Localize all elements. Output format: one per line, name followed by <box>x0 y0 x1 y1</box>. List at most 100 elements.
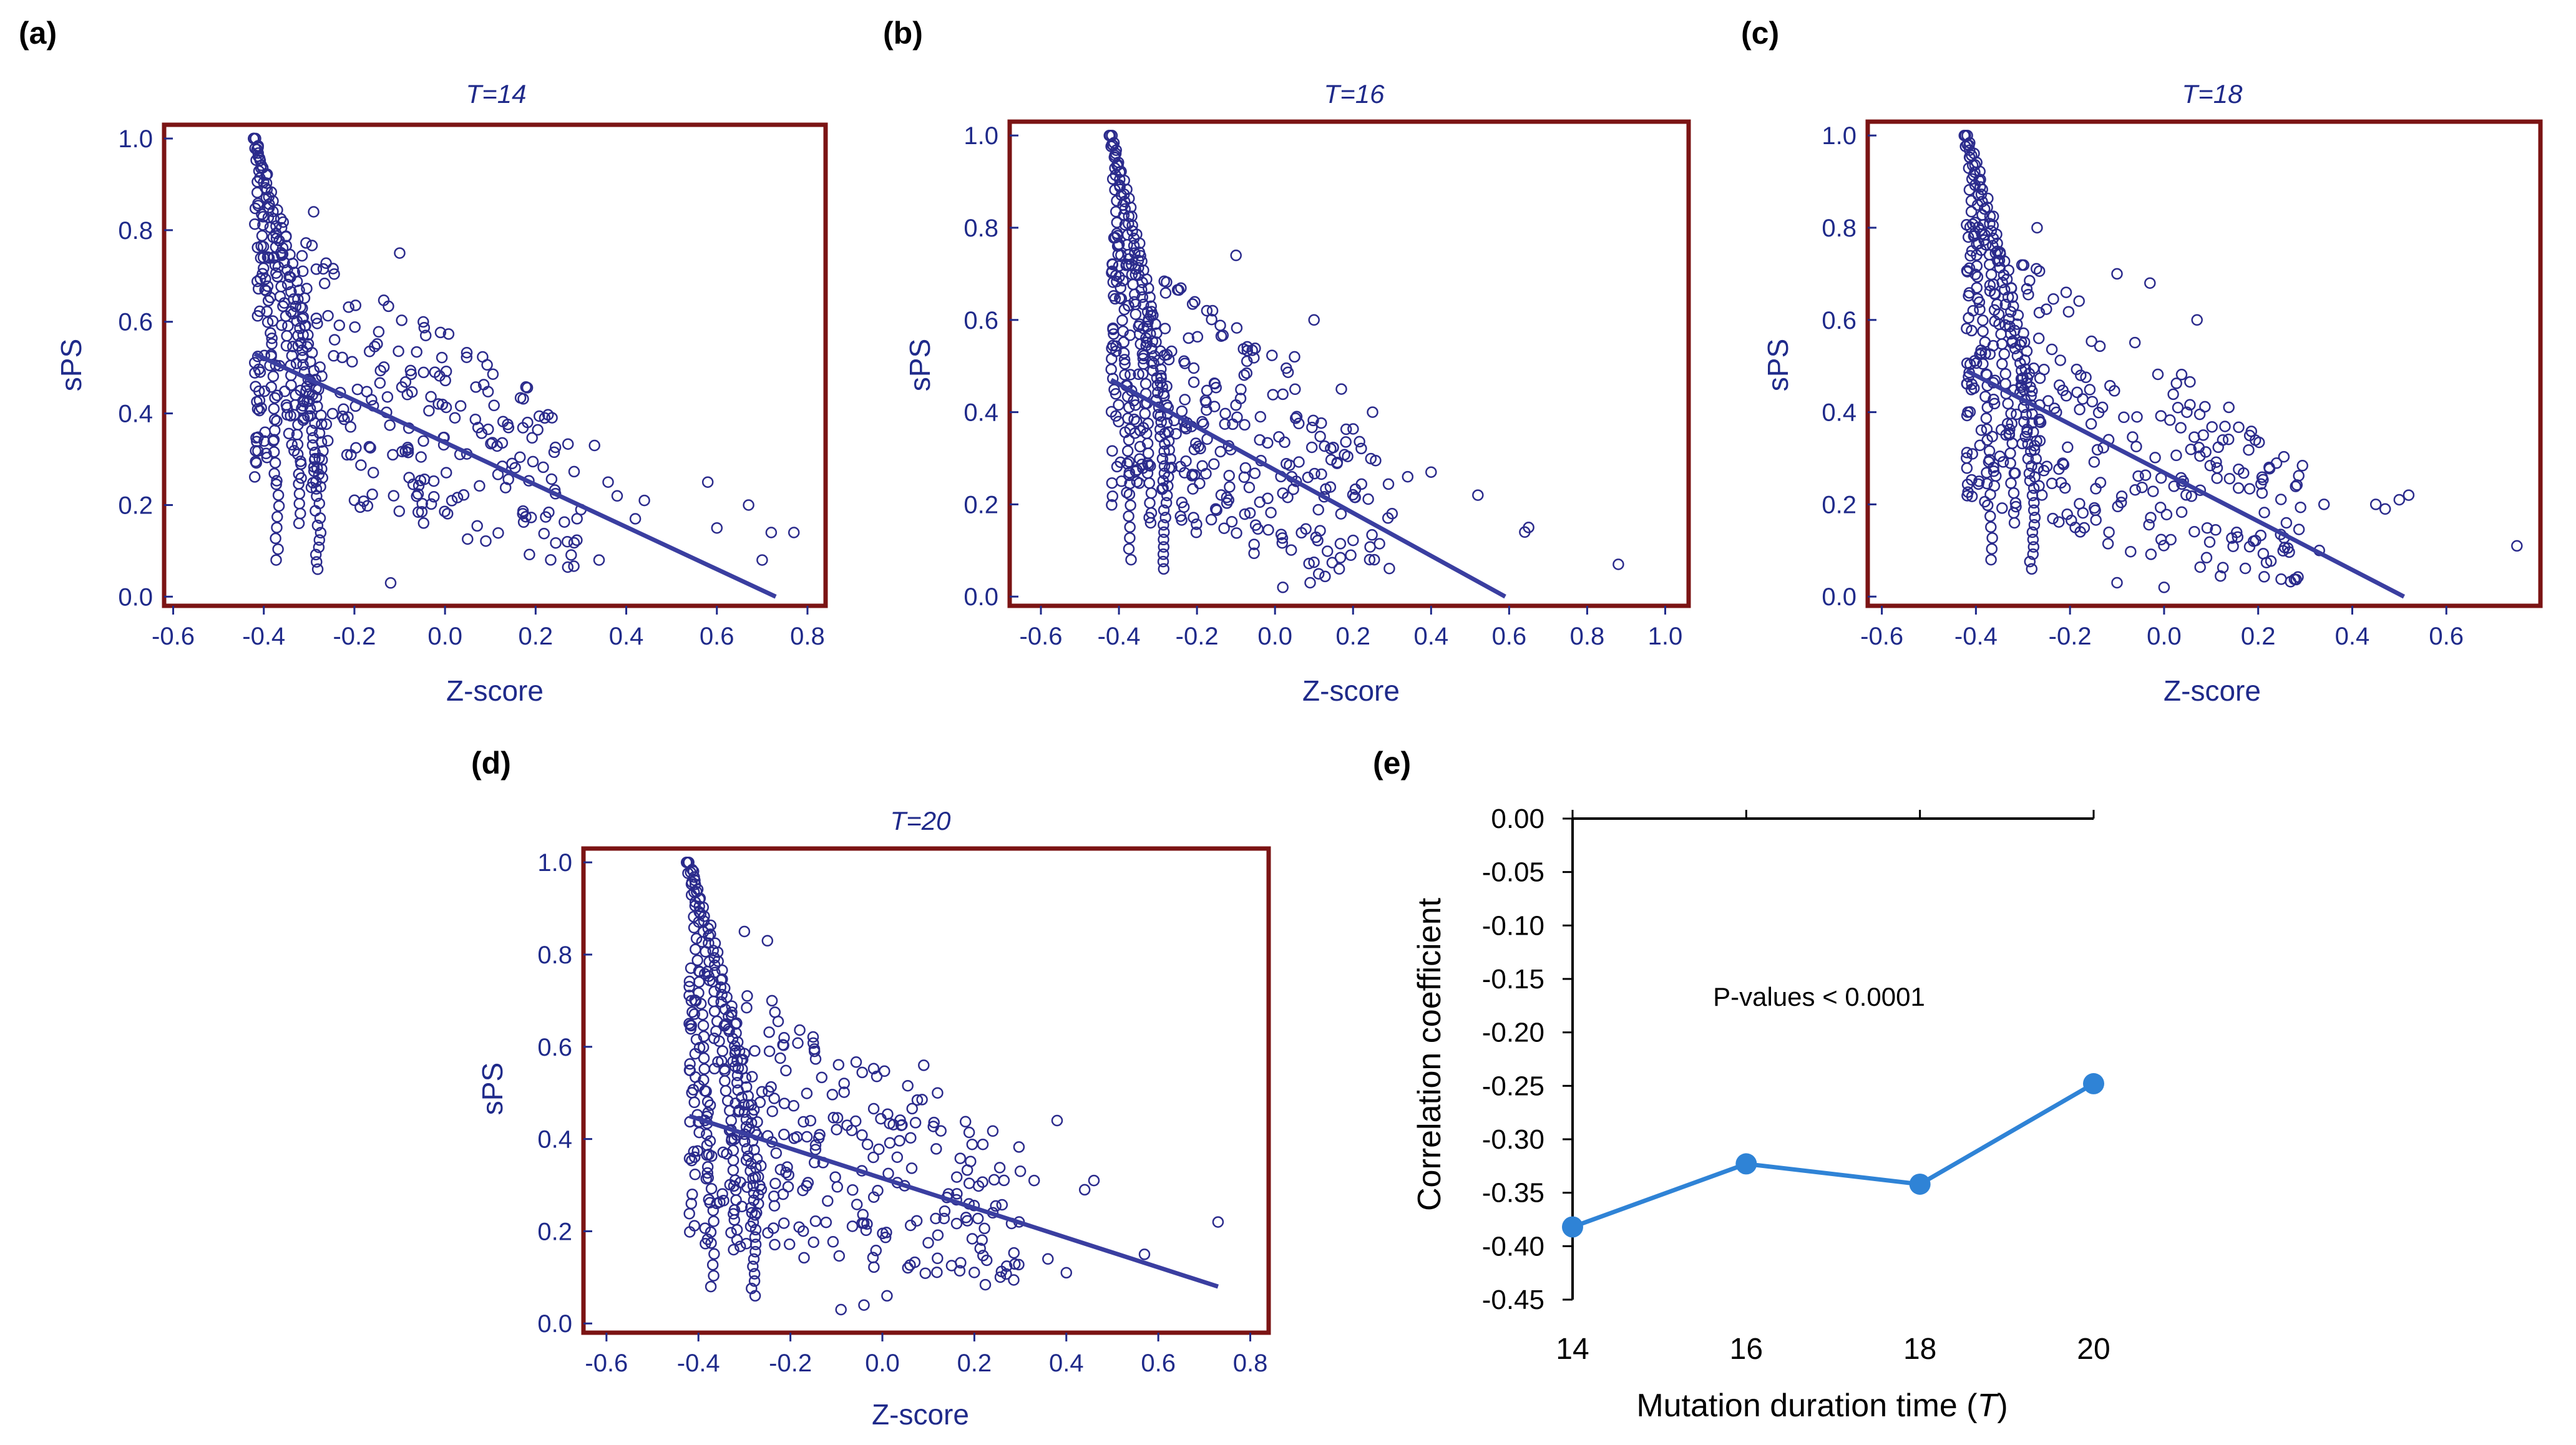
panel-d-point <box>749 1290 761 1302</box>
panel-b-point <box>1106 477 1118 489</box>
panel-b-point <box>1281 457 1292 470</box>
panel-c-point <box>2203 536 2216 548</box>
panel-d-xtick-label: -0.4 <box>677 1350 720 1377</box>
panel-b-point <box>1340 436 1352 448</box>
panel-c-point <box>1988 480 2001 492</box>
panel-a-point <box>568 537 580 549</box>
panel-a-point <box>271 522 283 533</box>
panel-d-point <box>801 1131 813 1143</box>
panel-c-point <box>2193 408 2206 421</box>
panel-d-point <box>755 1184 768 1195</box>
panel-c-point <box>1981 423 1993 435</box>
panel-a-point <box>411 490 422 502</box>
panel-d-point <box>683 1018 695 1029</box>
panel-b-point <box>1118 354 1131 366</box>
panel-b-point <box>1383 562 1395 575</box>
panel-d-point <box>727 1056 739 1068</box>
panel-d-point <box>684 1058 696 1070</box>
panel-a-point <box>561 535 573 548</box>
panel-b-point <box>1179 394 1191 406</box>
panel-a-point <box>261 452 273 464</box>
panel-c-point <box>2091 444 2104 456</box>
panel-a-xtick-label: 0.2 <box>519 623 554 650</box>
panel-d-point <box>774 1052 786 1064</box>
panel-a-point <box>378 294 390 306</box>
panel-b-point <box>1304 577 1316 589</box>
panel-b-point <box>1386 507 1398 520</box>
panel-d-point <box>807 1236 819 1248</box>
panel-d-ytick-label: 0.8 <box>537 941 572 969</box>
panel-a-point <box>434 326 447 339</box>
panel-d-point <box>688 865 700 877</box>
panel-a-point <box>342 411 354 423</box>
panel-d: (d) T=20 0.0 0.2 0.4 0.6 0.8 1.0 -0.6 -0.4 -0.2… <box>471 746 1271 1431</box>
panel-b-point <box>1193 440 1204 452</box>
panel-a-point <box>296 402 308 414</box>
panel-a-point <box>462 533 474 545</box>
panel-b-point <box>1211 504 1222 517</box>
panel-b-point <box>1189 469 1201 481</box>
panel-d-point <box>963 1177 975 1189</box>
panel-b-point <box>1342 450 1354 462</box>
panel-d-point <box>770 1147 783 1159</box>
panel-d-point <box>809 1139 822 1151</box>
panel-b-ytick-label: 1.0 <box>964 122 998 150</box>
panel-a-point <box>451 492 464 504</box>
panel-d-point <box>763 1045 776 1058</box>
panel-b-point <box>1137 422 1149 434</box>
panel-d-point <box>872 1185 884 1197</box>
panel-c-point <box>2170 377 2182 389</box>
panel-c-point <box>2185 490 2198 502</box>
panel-c-point <box>2293 523 2305 535</box>
panel-d-point <box>726 1006 738 1018</box>
panel-d-xlabel: Z-score <box>872 1398 969 1431</box>
panel-b-ytick-label: 0.6 <box>964 307 998 334</box>
panel-d-point <box>905 1132 917 1144</box>
panel-b-point <box>1239 462 1252 474</box>
panel-d-point <box>961 1215 973 1227</box>
panel-b-point <box>1129 263 1141 275</box>
panel-d-point <box>1028 1174 1040 1187</box>
panel-a-point <box>568 560 580 572</box>
panel-b-point <box>1106 490 1119 502</box>
panel-c-point <box>1994 248 2006 260</box>
panel-e-ytick-label: -0.05 <box>1482 857 1544 888</box>
panel-a-point <box>311 563 324 575</box>
panel-b-point <box>1137 462 1149 474</box>
panel-a-point <box>290 358 303 369</box>
panel-c-point <box>1980 412 1993 424</box>
panel-b-point <box>1158 526 1170 538</box>
panel-b-point <box>1111 217 1123 228</box>
panel-d-point <box>731 1077 743 1089</box>
panel-c-point <box>2003 313 2015 325</box>
panel-c-point <box>2403 489 2415 501</box>
panel-b-point <box>1124 532 1136 544</box>
panel-a-point <box>315 527 327 539</box>
panel-a-xtick-label: -0.4 <box>242 623 285 650</box>
panel-d-point <box>749 1245 761 1258</box>
panel-c-point <box>1971 260 1983 272</box>
panel-d-point <box>938 1212 950 1225</box>
panel-b-point <box>1105 363 1117 376</box>
panel-a-ytick-label: 0.4 <box>118 401 153 428</box>
panel-a-point <box>269 457 281 469</box>
panel-a-point <box>267 195 279 207</box>
panel-a-point <box>461 346 473 359</box>
panel-c-point <box>2062 441 2074 454</box>
panel-c-point <box>2022 453 2034 465</box>
panel-b-fit-line <box>1110 377 1506 599</box>
panel-e-ytick-label: -0.25 <box>1482 1071 1544 1101</box>
panel-c-point <box>2057 459 2070 470</box>
panel-c-point <box>2062 306 2075 318</box>
panel-d-point <box>870 1245 882 1257</box>
panel-a-point <box>349 321 361 333</box>
panel-d-xtick-label: -0.6 <box>585 1350 628 1377</box>
panel-b-point <box>1107 322 1119 334</box>
panel-d-point <box>860 1224 872 1237</box>
panel-d-point <box>918 1059 930 1071</box>
panel-a-point <box>417 435 429 447</box>
panel-d-point <box>909 1117 922 1129</box>
panel-d-point <box>846 1220 859 1232</box>
panel-c-point <box>2028 497 2040 509</box>
panel-d-point <box>684 1064 696 1076</box>
